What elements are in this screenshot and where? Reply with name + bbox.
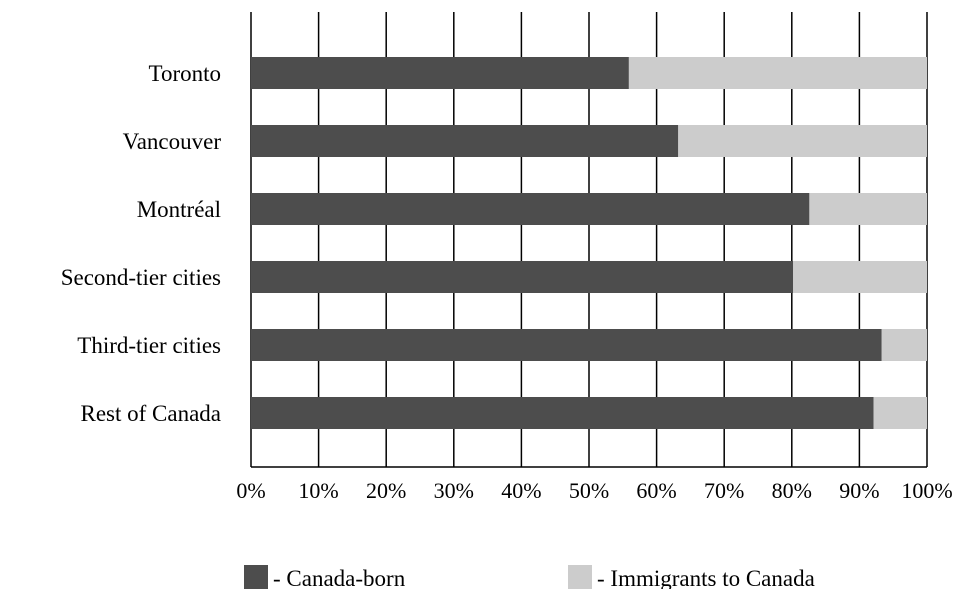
bars <box>251 57 927 429</box>
x-tick-label-4: 40% <box>501 478 541 503</box>
bar-vancouver-canada-born <box>251 125 679 157</box>
bar-rest-of-canada-canada-born <box>251 397 874 429</box>
x-tick-label-5: 50% <box>569 478 609 503</box>
x-axis: 0% 10% 20% 30% 40% 50% 60% 70% 80% 90% 100% <box>236 466 953 503</box>
bar-montreal-canada-born <box>251 193 810 225</box>
bar-third-tier-cities-canada-born <box>251 329 882 361</box>
legend: - Canada-born - Immigrants to Canada <box>244 565 815 589</box>
bar-second-tier-cities-canada-born <box>251 261 794 293</box>
category-label-second-tier-cities: Second-tier cities <box>61 265 221 290</box>
category-label-third-tier-cities: Third-tier cities <box>77 333 221 358</box>
x-tick-label-6: 60% <box>636 478 676 503</box>
category-label-montreal: Montréal <box>137 197 221 222</box>
legend-label-1: - Immigrants to Canada <box>597 566 815 589</box>
bar-montreal-immigrants-to-canada <box>809 193 927 225</box>
legend-label-0: - Canada-born <box>273 566 406 589</box>
x-tick-label-7: 70% <box>704 478 744 503</box>
category-labels: Toronto Vancouver Montréal Second-tier citi… <box>61 61 222 426</box>
bar-toronto-immigrants-to-canada <box>628 57 927 89</box>
category-label-toronto: Toronto <box>149 61 222 86</box>
category-label-vancouver: Vancouver <box>123 129 222 154</box>
legend-swatch-0 <box>244 565 268 589</box>
x-tick-label-3: 30% <box>434 478 474 503</box>
bar-vancouver-immigrants-to-canada <box>678 125 927 157</box>
x-tick-label-10: 100% <box>901 478 952 503</box>
category-label-rest-of-canada: Rest of Canada <box>80 401 221 426</box>
bar-rest-of-canada-immigrants-to-canada <box>873 397 927 429</box>
bar-toronto-canada-born <box>251 57 629 89</box>
bar-second-tier-cities-immigrants-to-canada <box>793 261 927 293</box>
legend-swatch-1 <box>568 565 592 589</box>
bar-third-tier-cities-immigrants-to-canada <box>881 329 927 361</box>
x-tick-label-2: 20% <box>366 478 406 503</box>
x-tick-label-1: 10% <box>298 478 338 503</box>
x-tick-label-0: 0% <box>236 478 265 503</box>
x-tick-label-8: 80% <box>772 478 812 503</box>
x-tick-label-9: 90% <box>839 478 879 503</box>
